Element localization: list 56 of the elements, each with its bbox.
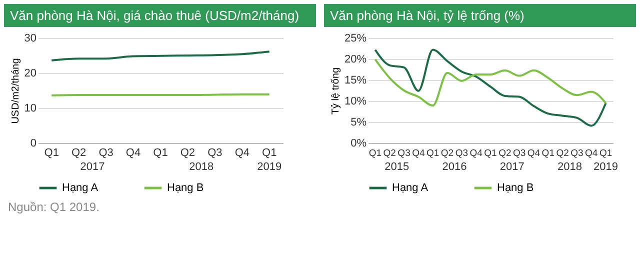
text: 2017 — [500, 161, 524, 173]
x-tick-label: Q4 — [234, 147, 250, 159]
line-series — [374, 48, 607, 127]
text: 2015 — [384, 161, 410, 173]
legend-label: Hạng A — [392, 182, 429, 194]
x-tick-label: Q2 — [440, 148, 454, 159]
x-tick-label: Q4 — [470, 148, 482, 159]
y-tick-label: 10% — [344, 96, 367, 108]
y-tick-label: 0% — [350, 138, 367, 150]
y-tick-label: 10 — [24, 102, 36, 114]
x-tick-label: Q4 — [527, 148, 540, 159]
x-tick-label: Q4 — [412, 148, 425, 159]
line-series — [50, 50, 270, 62]
text: 2018 — [189, 161, 214, 173]
line-series — [374, 58, 607, 107]
y-tick-label: 0 — [30, 138, 36, 150]
y-tick-label: 5% — [350, 116, 367, 128]
x-tick-label: Q1 — [153, 147, 168, 159]
chart-title: Văn phòng Hà Nội, tỷ lệ trống (%) — [324, 4, 636, 27]
x-tick-label: Q3 — [398, 148, 410, 159]
y-tick-label: 30 — [24, 32, 36, 44]
x-tick-label: Q2 — [556, 148, 569, 159]
legend-label: Hạng B — [167, 182, 204, 194]
x-tick-label: Q1 — [599, 148, 612, 159]
x-tick-label: Q3 — [98, 147, 114, 159]
text: 2019 — [257, 161, 282, 173]
y-axis-title: Tỷ lệ trống — [330, 67, 342, 115]
x-tick-label: Q3 — [455, 148, 468, 159]
x-tick-label: Q1 — [484, 148, 497, 159]
text: 2019 — [594, 161, 618, 173]
x-tick-label: Q3 — [208, 147, 222, 159]
x-tick-label: Q1 — [262, 147, 277, 159]
text: 2017 — [80, 161, 105, 173]
chart-title: Văn phòng Hà Nội, giá chào thuê (USD/m2/tháng) — [4, 4, 316, 27]
text: 2018 — [558, 161, 582, 173]
y-tick-label: 20% — [344, 54, 367, 66]
x-tick-label: Q1 — [44, 147, 59, 159]
legend-label: Hạng A — [62, 182, 99, 194]
x-tick-label: Q4 — [126, 147, 141, 159]
x-tick-label: Q4 — [585, 148, 598, 159]
x-tick-label: Q2 — [383, 148, 396, 159]
x-tick-label: Q1 — [542, 148, 554, 159]
y-tick-label: 25% — [344, 32, 367, 44]
y-tick-label: 15% — [344, 74, 367, 86]
x-tick-label: Q3 — [512, 148, 526, 159]
y-tick-label: 20 — [24, 68, 36, 80]
x-tick-label: Q2 — [71, 147, 86, 159]
text: 2016 — [442, 161, 467, 173]
y-axis-title: USD/m2/tháng — [10, 58, 22, 124]
x-tick-label: Q2 — [498, 148, 512, 159]
x-tick-label: Q3 — [570, 148, 584, 159]
x-tick-label: Q2 — [180, 147, 196, 159]
legend-label: Hạng B — [497, 182, 534, 194]
x-tick-label: Q1 — [426, 148, 440, 159]
x-tick-label: Q1 — [368, 148, 382, 159]
text: Nguồn: Q1 2019. — [8, 200, 100, 214]
